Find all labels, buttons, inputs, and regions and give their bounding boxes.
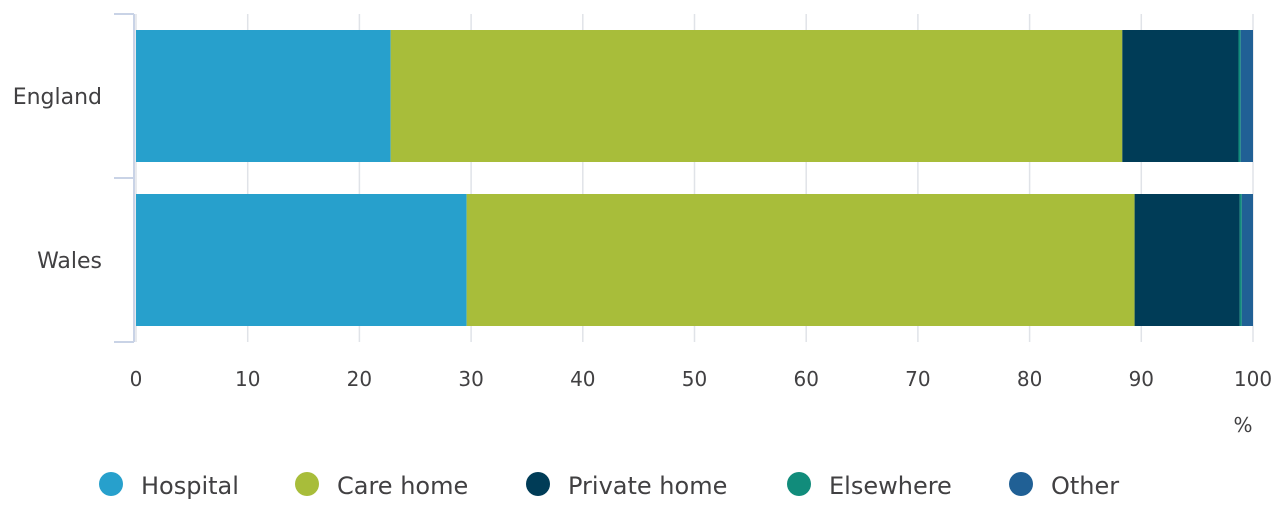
axes: 0 10 20 30 40 50 60 70 80 90 100 England Wales [13,13,1272,391]
legend: Hospital Care home Private home Elsewhere Ot… [99,472,1119,500]
legend-label-care-home: Care home [337,472,468,500]
x-tick-label-60: 60 [793,367,818,391]
x-tick-label-20: 20 [347,367,372,391]
legend-label-elsewhere: Elsewhere [829,472,952,500]
x-axis-unit-label: % [1233,413,1252,437]
bar-wales-hospital [136,194,467,326]
bar-wales-elsewhere [1239,194,1242,326]
legend-swatch-care-home [295,472,319,496]
x-tick-label-90: 90 [1129,367,1154,391]
legend-swatch-elsewhere [787,472,811,496]
x-tick-label-10: 10 [235,367,260,391]
x-tick-label-70: 70 [905,367,930,391]
x-tick-label-0: 0 [130,367,143,391]
bar-england-other [1240,30,1253,162]
legend-label-other: Other [1051,472,1119,500]
bar-england-elsewhere [1238,30,1241,162]
x-tick-label-100: 100 [1234,367,1272,391]
bar-wales-care-home [466,194,1135,326]
legend-label-private-home: Private home [568,472,727,500]
x-tick-label-30: 30 [458,367,483,391]
bar-wales-private-home [1134,194,1240,326]
legend-swatch-private-home [526,472,550,496]
bar-england-private-home [1122,30,1239,162]
category-label-england: England [13,85,102,110]
legend-label-hospital: Hospital [141,472,239,500]
x-tick-label-50: 50 [682,367,707,391]
bar-england-care-home [390,30,1123,162]
x-tick-label-80: 80 [1017,367,1042,391]
category-label-wales: Wales [37,249,102,274]
x-tick-label-40: 40 [570,367,595,391]
legend-swatch-other [1009,472,1033,496]
legend-swatch-hospital [99,472,123,496]
bars [136,30,1253,326]
bar-england-hospital [136,30,391,162]
bar-wales-other [1241,194,1253,326]
